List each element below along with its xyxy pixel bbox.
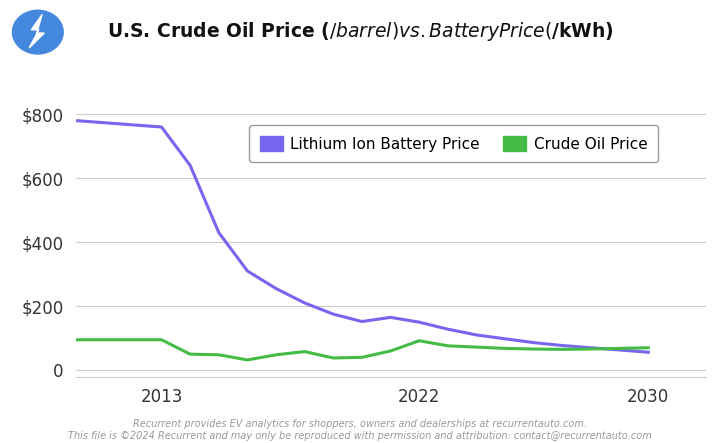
Circle shape	[12, 10, 63, 54]
Polygon shape	[30, 15, 44, 48]
Legend: Lithium Ion Battery Price, Crude Oil Price: Lithium Ion Battery Price, Crude Oil Pri…	[249, 125, 658, 163]
Text: U.S. Crude Oil Price ($/barrel)vs. Battery Price ($/kWh): U.S. Crude Oil Price ($/barrel)vs. Batte…	[107, 20, 613, 43]
Text: Recurrent provides EV analytics for shoppers, owners and dealerships at recurren: Recurrent provides EV analytics for shop…	[68, 419, 652, 441]
